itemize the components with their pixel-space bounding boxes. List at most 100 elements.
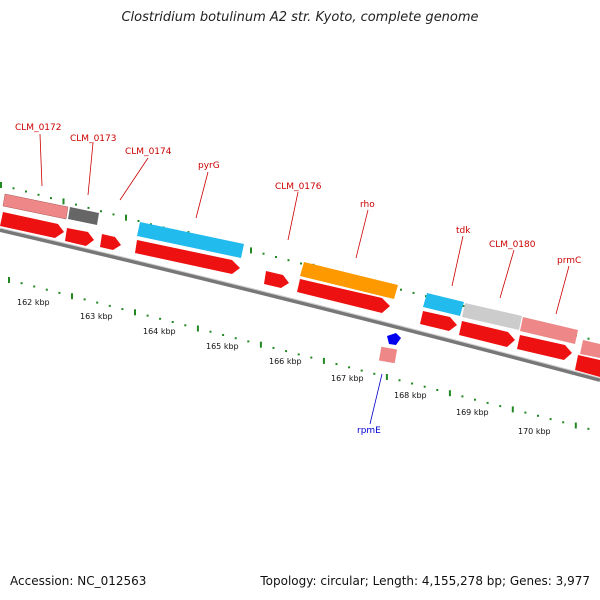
backbone-highlight [0, 227, 600, 379]
minor-tick [184, 324, 187, 327]
minor-tick [287, 259, 290, 262]
minor-tick [400, 288, 402, 291]
minor-tick [310, 356, 313, 359]
cds-pyrg[interactable] [135, 240, 240, 274]
gene-pyrg[interactable] [137, 222, 244, 258]
minor-tick [159, 317, 162, 320]
gene-clm0172[interactable] [2, 193, 69, 220]
minor-tick [108, 304, 111, 307]
gene-clm0180[interactable] [462, 303, 522, 330]
major-tick [62, 198, 65, 205]
label-tdk: tdk [456, 226, 471, 236]
major-tick [71, 293, 73, 300]
kbp-label: 165 kbp [206, 342, 239, 351]
major-tick [574, 422, 577, 429]
kbp-label: 168 kbp [394, 391, 427, 400]
minor-tick [412, 291, 415, 294]
minor-tick [96, 301, 99, 304]
minor-tick [398, 379, 401, 382]
major-tick [259, 341, 262, 348]
minor-tick [436, 389, 439, 391]
gene-clm0173[interactable] [68, 207, 99, 225]
minor-tick [360, 369, 363, 372]
kbp-label: 163 kbp [80, 312, 113, 321]
minor-tick [285, 350, 288, 353]
cds-clm0174[interactable] [100, 234, 121, 250]
minor-tick [12, 187, 15, 190]
minor-tick [262, 252, 265, 255]
minor-tick [348, 366, 351, 369]
minor-tick [83, 298, 86, 301]
minor-tick [25, 190, 27, 193]
minor-tick [58, 291, 61, 294]
minor-tick [272, 346, 275, 349]
minor-tick [20, 282, 23, 285]
major-tick [125, 214, 127, 221]
major-tick [8, 277, 10, 283]
minor-tick [297, 353, 300, 356]
minor-tick [146, 314, 149, 317]
kbp-label: 162 kbp [17, 298, 50, 307]
cds-rho[interactable] [297, 279, 390, 313]
minor-tick [171, 321, 174, 323]
minor-tick [373, 372, 376, 375]
minor-tick [222, 334, 225, 336]
major-tick [511, 406, 514, 413]
gene-prmc[interactable] [520, 317, 578, 344]
minor-tick [300, 262, 302, 265]
cds-tdk[interactable] [420, 311, 457, 331]
label-clm0180: CLM_0180 [489, 240, 536, 250]
major-tick [385, 374, 388, 380]
minor-tick [474, 398, 476, 401]
cds-clm0180[interactable] [459, 321, 515, 347]
gene-tdk[interactable] [423, 293, 464, 316]
minor-tick [275, 256, 277, 258]
minor-tick [50, 197, 52, 200]
minor-tick [587, 337, 590, 340]
cds-clm0172[interactable] [0, 212, 64, 238]
major-tick [448, 390, 451, 397]
topology-text: Topology: circular; Length: 4,155,278 bp… [260, 574, 590, 588]
minor-tick [45, 288, 48, 291]
label-rho: rho [360, 200, 375, 210]
minor-tick [100, 210, 102, 213]
label-rpme: rpmE [357, 426, 381, 436]
minor-tick [209, 330, 212, 333]
rna-rpme[interactable] [387, 333, 401, 345]
label-clm0173: CLM_0173 [70, 134, 116, 144]
gene-track [2, 193, 600, 358]
major-tick [250, 247, 252, 254]
minor-tick [462, 305, 465, 307]
minor-tick [537, 414, 539, 417]
cds-clm0173[interactable] [65, 228, 94, 246]
gene-rpme[interactable] [378, 346, 398, 364]
label-clm0176: CLM_0176 [275, 182, 322, 192]
gene-next[interactable] [580, 340, 600, 358]
cds-clm0176[interactable] [264, 271, 289, 288]
minor-tick [234, 337, 237, 340]
minor-tick [461, 395, 464, 398]
minor-tick [33, 285, 36, 288]
minor-tick [335, 363, 338, 366]
major-tick [134, 309, 136, 316]
accession-text: Accession: NC_012563 [10, 574, 147, 588]
cds-prmc[interactable] [517, 335, 572, 360]
lower-tick-row [8, 277, 590, 430]
minor-tick [562, 421, 565, 424]
kbp-label: 170 kbp [518, 427, 551, 436]
minor-tick [112, 213, 115, 216]
minor-tick [425, 295, 427, 298]
minor-tick [121, 308, 124, 311]
kbp-label: 169 kbp [456, 408, 489, 417]
gene-rho[interactable] [300, 262, 398, 299]
kbp-label: 164 kbp [143, 327, 176, 336]
minor-tick [87, 206, 90, 209]
major-tick [322, 357, 325, 364]
minor-tick [587, 427, 590, 430]
cds-next[interactable] [575, 355, 600, 377]
kbp-label: 167 kbp [331, 374, 364, 383]
minor-tick [411, 382, 414, 385]
minor-tick [524, 411, 527, 414]
minor-tick [137, 220, 140, 222]
